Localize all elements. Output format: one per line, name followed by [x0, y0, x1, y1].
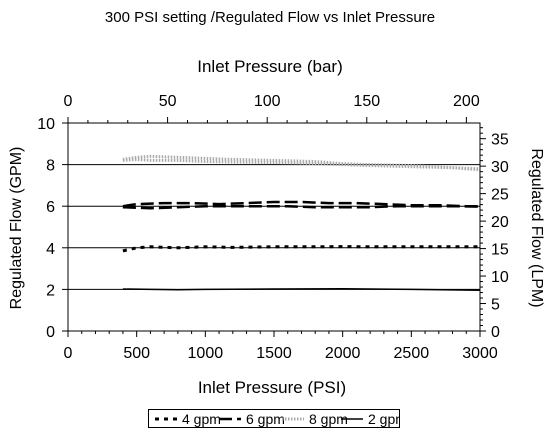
- x2-tick-label: 200: [453, 93, 480, 110]
- y-tick-label: 8: [46, 158, 55, 175]
- y2-tick-label: 35: [491, 132, 509, 149]
- y2-tick-label: 25: [491, 187, 509, 204]
- y2-tick-label: 10: [491, 269, 509, 286]
- y2-tick-label: 30: [491, 159, 509, 176]
- right-axis-label: Regulated Flow (LPM): [528, 148, 545, 307]
- grid: [68, 164, 480, 290]
- legend-label: 2 gpm: [368, 411, 399, 427]
- legend: 4 gpm 6 gpm 8 gpm 2 gpm: [148, 409, 407, 428]
- legend-label: 6 gpm: [246, 411, 285, 427]
- y-tick-label: 4: [46, 241, 55, 258]
- chart-title: 300 PSI setting /Regulated Flow vs Inlet…: [105, 9, 435, 26]
- legend-label: 4 gpm: [182, 411, 221, 427]
- y-tick-label: 6: [46, 199, 55, 216]
- x-tick-label: 500: [123, 345, 150, 362]
- y-tick-label: 0: [46, 324, 55, 341]
- series-layer: [122, 154, 481, 291]
- x2-tick-label: 50: [159, 93, 177, 110]
- axes: [62, 117, 486, 337]
- x-tick-label: 2000: [325, 345, 361, 362]
- x2-tick-label: 0: [64, 93, 73, 110]
- plot-frame: [67, 122, 481, 332]
- bottom-axis-label: Inlet Pressure (PSI): [198, 378, 346, 397]
- y-tick-label: 10: [37, 116, 55, 133]
- x2-tick-label: 100: [254, 93, 281, 110]
- series-line-4-gpm-0: [122, 245, 480, 253]
- x-tick-label: 2500: [394, 345, 430, 362]
- y2-tick-label: 20: [491, 214, 509, 231]
- legend-svg: 4 gpm 6 gpm 8 gpm 2 gpm: [155, 411, 407, 427]
- series-line-8-gpm-4: [122, 157, 481, 171]
- y2-tick-label: 15: [491, 242, 509, 259]
- series-line-6-gpm-2: [122, 204, 481, 210]
- x-tick-label: 1500: [256, 345, 292, 362]
- top-axis-label: Inlet Pressure (bar): [197, 57, 343, 76]
- x-tick-label: 0: [64, 345, 73, 362]
- x-tick-label: 3000: [462, 345, 498, 362]
- y2-tick-label: 5: [491, 297, 500, 314]
- left-axis-label: Regulated Flow (GPM): [8, 147, 25, 310]
- y-tick-label: 2: [46, 282, 55, 299]
- y2-tick-label: 0: [491, 324, 500, 341]
- x2-tick-label: 150: [353, 93, 380, 110]
- series-line-2-gpm-5: [122, 288, 481, 291]
- legend-label: 8 gpm: [309, 411, 348, 427]
- x-tick-label: 1000: [188, 345, 224, 362]
- series-line-6-gpm-1: [122, 200, 480, 208]
